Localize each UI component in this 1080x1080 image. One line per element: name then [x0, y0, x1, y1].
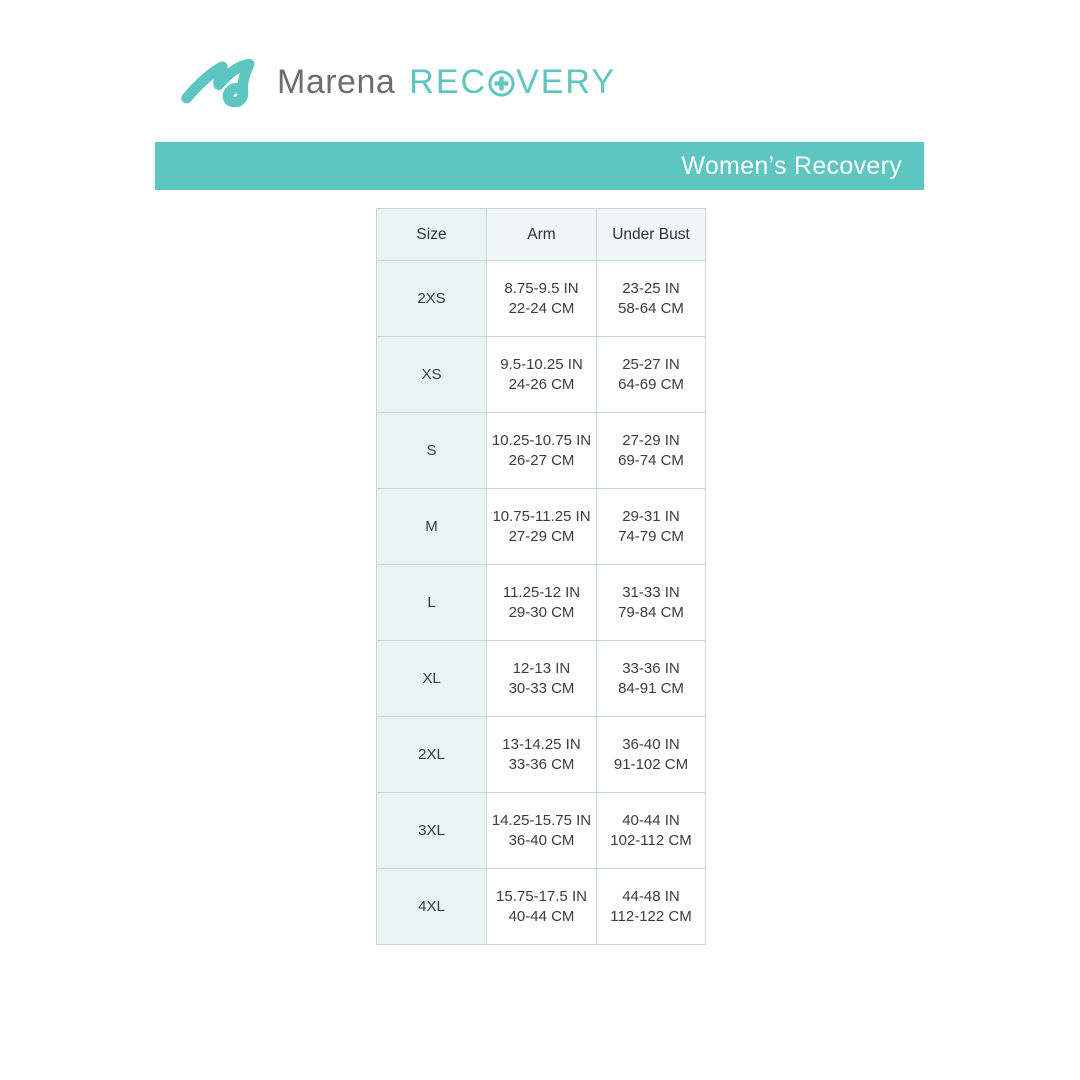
bust-cm-value: 58-64 CM [618, 299, 684, 317]
bust-inches-value: 40-44 IN [622, 811, 680, 829]
arm-cm-value: 36-40 CM [508, 831, 575, 849]
arm-inches-value: 13-14.25 IN [502, 735, 581, 753]
bust-cm-value: 84-91 CM [618, 679, 684, 697]
arm-inches-value: 10.75-11.25 IN [492, 507, 591, 525]
recovery-text-post: VERY [516, 62, 617, 101]
arm-inches-value: 12-13 IN [512, 659, 571, 677]
table-row: 2XL 13-14.25 IN 33-36 CM 36-40 IN 91-102… [376, 716, 706, 793]
size-cell: XS [376, 336, 487, 413]
bust-cm-value: 91-102 CM [613, 755, 689, 773]
arm-cm-value: 24-26 CM [508, 375, 575, 393]
bust-cm-value: 112-122 CM [610, 907, 692, 925]
size-cell: L [376, 564, 487, 641]
bust-inches-value: 33-36 IN [622, 659, 680, 677]
arm-inches-value: 8.75-9.5 IN [504, 279, 579, 297]
sizing-table: Size Arm Under Bust 2XS 8.75-9.5 IN 22-2… [376, 208, 706, 945]
size-cell: 4XL [376, 868, 487, 945]
arm-inches-value: 10.25-10.75 IN [491, 431, 592, 449]
size-cell: XL [376, 640, 487, 717]
under-bust-cell: 36-40 IN 91-102 CM [596, 716, 706, 793]
bust-cm-value: 74-79 CM [618, 527, 684, 545]
under-bust-cell: 31-33 IN 79-84 CM [596, 564, 706, 641]
arm-inches-value: 15.75-17.5 IN [496, 887, 587, 905]
size-cell: 2XL [376, 716, 487, 793]
size-cell: M [376, 488, 487, 565]
bust-inches-value: 29-31 IN [622, 507, 680, 525]
under-bust-cell: 23-25 IN 58-64 CM [596, 260, 706, 337]
table-row: S 10.25-10.75 IN 26-27 CM 27-29 IN 69-74… [376, 412, 706, 489]
arm-cm-value: 22-24 CM [508, 299, 575, 317]
table-row: 4XL 15.75-17.5 IN 40-44 CM 44-48 IN 112-… [376, 868, 706, 945]
bust-inches-value: 36-40 IN [622, 735, 680, 753]
table-row: 3XL 14.25-15.75 IN 36-40 CM 40-44 IN 102… [376, 792, 706, 869]
col-header-arm: Arm [486, 208, 597, 261]
brand-recovery-text: REC VERY [409, 63, 616, 102]
arm-cm-value: 26-27 CM [508, 451, 575, 469]
arm-cell: 12-13 IN 30-33 CM [486, 640, 597, 717]
category-banner: Women’s Recovery [155, 142, 924, 190]
circle-plus-icon [488, 69, 515, 97]
table-row: 2XS 8.75-9.5 IN 22-24 CM 23-25 IN 58-64 … [376, 260, 706, 337]
marena-m-swoosh-icon [181, 57, 269, 107]
bust-cm-value: 69-74 CM [618, 451, 684, 469]
under-bust-cell: 25-27 IN 64-69 CM [596, 336, 706, 413]
arm-cell: 10.25-10.75 IN 26-27 CM [486, 412, 597, 489]
arm-cell: 13-14.25 IN 33-36 CM [486, 716, 597, 793]
arm-cm-value: 40-44 CM [508, 907, 575, 925]
arm-cell: 11.25-12 IN 29-30 CM [486, 564, 597, 641]
marena-recovery-logo: Marena REC VERY [181, 56, 616, 108]
table-row: M 10.75-11.25 IN 27-29 CM 29-31 IN 74-79… [376, 488, 706, 565]
table-row: XS 9.5-10.25 IN 24-26 CM 25-27 IN 64-69 … [376, 336, 706, 413]
arm-cm-value: 30-33 CM [508, 679, 575, 697]
brand-name-text: Marena [277, 62, 396, 101]
size-cell: S [376, 412, 487, 489]
arm-cell: 15.75-17.5 IN 40-44 CM [486, 868, 597, 945]
table-row: XL 12-13 IN 30-33 CM 33-36 IN 84-91 CM [376, 640, 706, 717]
bust-inches-value: 23-25 IN [622, 279, 680, 297]
arm-inches-value: 11.25-12 IN [502, 583, 581, 601]
arm-inches-value: 14.25-15.75 IN [491, 811, 592, 829]
arm-inches-value: 9.5-10.25 IN [500, 355, 583, 373]
bust-cm-value: 79-84 CM [618, 603, 684, 621]
bust-cm-value: 102-112 CM [610, 831, 692, 849]
under-bust-cell: 29-31 IN 74-79 CM [596, 488, 706, 565]
arm-cell: 14.25-15.75 IN 36-40 CM [486, 792, 597, 869]
col-header-size: Size [376, 208, 487, 261]
arm-cm-value: 27-29 CM [508, 527, 575, 545]
bust-inches-value: 25-27 IN [622, 355, 680, 373]
table-row: L 11.25-12 IN 29-30 CM 31-33 IN 79-84 CM [376, 564, 706, 641]
arm-cm-value: 33-36 CM [508, 755, 575, 773]
recovery-text-pre: REC [409, 62, 488, 101]
bust-inches-value: 31-33 IN [622, 583, 680, 601]
arm-cell: 10.75-11.25 IN 27-29 CM [486, 488, 597, 565]
under-bust-cell: 44-48 IN 112-122 CM [596, 868, 706, 945]
banner-title: Women’s Recovery [681, 151, 902, 180]
under-bust-cell: 40-44 IN 102-112 CM [596, 792, 706, 869]
col-header-under-bust: Under Bust [596, 208, 706, 261]
bust-cm-value: 64-69 CM [618, 375, 684, 393]
arm-cell: 9.5-10.25 IN 24-26 CM [486, 336, 597, 413]
arm-cm-value: 29-30 CM [508, 603, 575, 621]
size-cell: 3XL [376, 792, 487, 869]
bust-inches-value: 44-48 IN [622, 887, 680, 905]
under-bust-cell: 27-29 IN 69-74 CM [596, 412, 706, 489]
size-cell: 2XS [376, 260, 487, 337]
table-header-row: Size Arm Under Bust [376, 208, 706, 261]
arm-cell: 8.75-9.5 IN 22-24 CM [486, 260, 597, 337]
bust-inches-value: 27-29 IN [622, 431, 680, 449]
under-bust-cell: 33-36 IN 84-91 CM [596, 640, 706, 717]
